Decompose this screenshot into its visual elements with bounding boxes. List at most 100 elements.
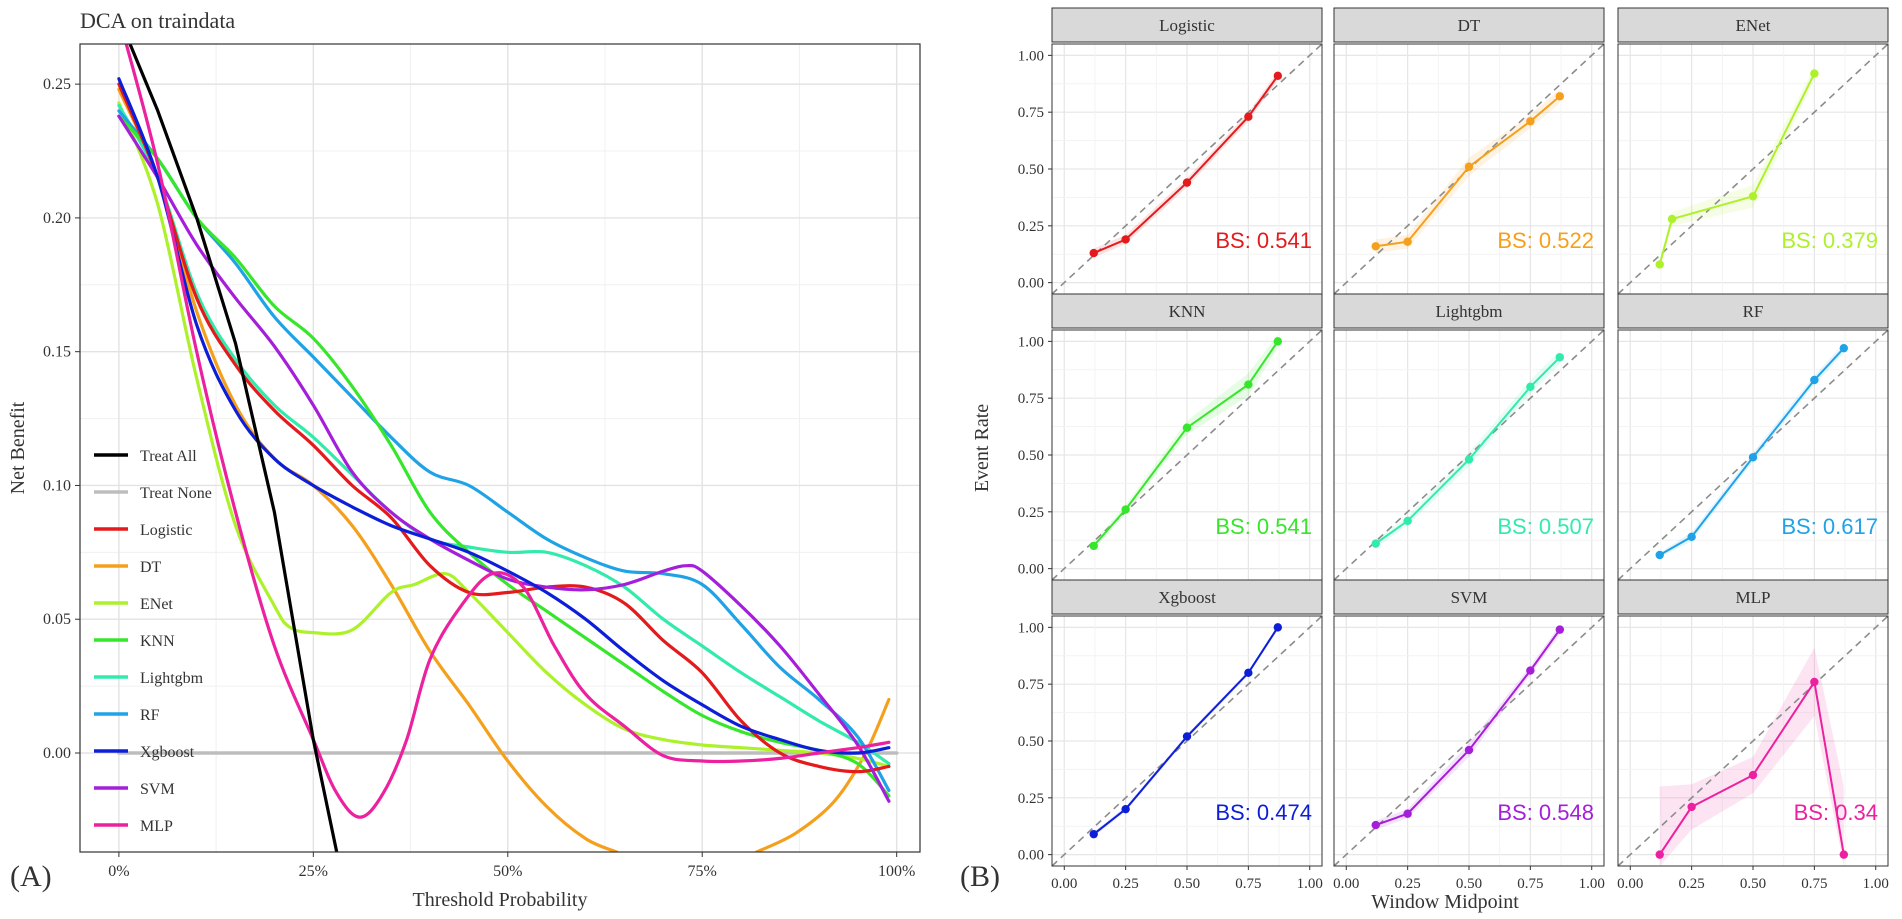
facet-point <box>1403 237 1412 246</box>
dca-legend-label: ENet <box>140 596 173 613</box>
facet-dt: DT BS: 0.522 <box>1333 7 1605 295</box>
facet-point <box>1526 382 1535 392</box>
facet-calibration-line <box>1375 629 1561 827</box>
facet-strip-label: Lightgbm <box>1435 302 1502 321</box>
facet-x-tick-label: 0.50 <box>1174 876 1200 892</box>
dca-line-mlp <box>124 44 891 819</box>
facet-strip <box>1051 7 1323 43</box>
facet-y-tick-label: 0.25 <box>1018 505 1044 521</box>
dca-xlabel: Threshold Probability <box>413 889 588 911</box>
dca-legend-label: Xgboost <box>140 744 195 761</box>
dca-line-treat-all <box>128 44 339 852</box>
dca-x-tick-label: 50% <box>493 863 522 880</box>
facet-point <box>1810 69 1819 78</box>
facet-point <box>1687 532 1696 542</box>
dca-x-tick-label: 75% <box>688 863 717 880</box>
facet-y-tick-label: 0.25 <box>1018 219 1044 235</box>
dca-plot-border <box>79 43 921 853</box>
facet-x-tick-label: 1.00 <box>1863 876 1889 892</box>
dca-chart-title: DCA on traindata <box>80 8 235 33</box>
facet-point <box>1810 677 1819 687</box>
facet-knn: KNN BS: 0.541 0.00 0.25 0.50 0.75 1.00 <box>1018 293 1323 581</box>
facet-point <box>1555 625 1565 634</box>
dca-legend-label: RF <box>140 707 160 724</box>
facet-point <box>1526 117 1535 126</box>
facet-diagonal <box>1052 330 1322 580</box>
facet-x-tick-label: 0.50 <box>1456 876 1482 892</box>
facet-point <box>1182 732 1192 741</box>
facet-y-tick-label: 0.50 <box>1018 448 1044 464</box>
facet-point <box>1244 668 1253 678</box>
facet-point <box>1244 112 1253 121</box>
facet-strip-label: MLP <box>1736 588 1771 607</box>
facet-x-tick-label: 0.00 <box>1333 876 1359 892</box>
facet-y-tick-label: 0.25 <box>1018 791 1044 807</box>
dca-y-tick-label: 0.00 <box>43 745 71 762</box>
facet-point <box>1089 829 1098 839</box>
facet-y-tick-label: 0.75 <box>1018 391 1044 407</box>
facet-y-tick-label: 0.75 <box>1018 105 1044 121</box>
facet-point <box>1464 162 1474 171</box>
facet-y-tick-label: 1.00 <box>1018 620 1044 636</box>
dca-y-tick-label: 0.15 <box>43 344 71 361</box>
facet-strip <box>1617 7 1889 43</box>
facet-x-tick-label: 0.25 <box>1679 876 1705 892</box>
dca-line-svm <box>117 114 891 803</box>
facet-point <box>1273 337 1283 346</box>
facet-point <box>1748 770 1758 780</box>
facet-point <box>1464 745 1474 755</box>
facet-strip-label: Logistic <box>1159 16 1215 35</box>
facet-x-tick-label: 0.00 <box>1051 876 1077 892</box>
facet-point <box>1839 850 1849 859</box>
facet-enet: ENet BS: 0.379 <box>1617 7 1889 295</box>
facet-ci-band <box>1659 66 1815 269</box>
facet-diagonal <box>1618 616 1888 866</box>
panel-label-a: (A) <box>10 860 52 893</box>
facet-point <box>1371 539 1380 548</box>
dca-x-tick-label: 100% <box>878 863 915 880</box>
facet-point <box>1273 623 1283 632</box>
dca-line-knn <box>117 114 891 798</box>
facet-bs-label: BS: 0.522 <box>1497 228 1594 253</box>
facet-ci-band <box>1093 334 1278 551</box>
calibration-xlabel: Window Midpoint <box>1371 891 1519 913</box>
facet-point <box>1839 343 1849 353</box>
facet-strip <box>1051 579 1323 615</box>
facet-point <box>1655 260 1664 269</box>
dca-line-enet <box>117 101 891 768</box>
facet-point <box>1089 541 1098 551</box>
facet-y-tick-label: 1.00 <box>1018 334 1044 350</box>
calibration-ylabel: Event Rate <box>971 404 993 492</box>
dca-chart: DCA on traindata 0% 25% 50% 75% 100% 0.00 0.05… <box>7 8 921 911</box>
facet-point <box>1403 809 1412 818</box>
facet-x-tick-label: 0.75 <box>1517 876 1543 892</box>
dca-legend-label: Treat All <box>140 448 197 465</box>
facet-rf: RF BS: 0.617 <box>1617 293 1889 581</box>
facet-y-tick-label: 0.00 <box>1018 848 1044 864</box>
facet-point <box>1182 178 1192 187</box>
facet-point <box>1667 214 1677 224</box>
facet-point <box>1555 353 1565 362</box>
dca-line-xgboost <box>117 77 891 755</box>
facet-bs-label: BS: 0.548 <box>1497 800 1594 825</box>
dca-legend-label: Lightgbm <box>140 670 204 687</box>
facet-svm: SVM BS: 0.548 0.00 0.25 0.50 0.75 1.00 <box>1333 579 1605 892</box>
facet-point <box>1371 820 1380 830</box>
facet-y-tick-label: 0.75 <box>1018 677 1044 693</box>
facet-x-tick-label: 1.00 <box>1297 876 1323 892</box>
dca-line-rf <box>117 109 891 793</box>
dca-legend-label: Logistic <box>140 522 192 539</box>
dca-legend-label: SVM <box>140 781 175 798</box>
facet-strip <box>1333 293 1605 329</box>
dca-line-dt-tail <box>755 697 891 852</box>
facet-point <box>1182 423 1192 432</box>
facet-calibration-line <box>1658 73 1816 265</box>
facet-strip <box>1617 579 1889 615</box>
facet-point <box>1273 71 1283 81</box>
dca-legend: Treat All Treat None Logistic DT ENet KNN Ligh… <box>94 448 212 835</box>
facet-point <box>1089 248 1098 258</box>
facet-strip <box>1333 7 1605 43</box>
facet-bs-label: BS: 0.541 <box>1215 228 1312 253</box>
facet-bs-label: BS: 0.474 <box>1215 800 1312 825</box>
facet-strip-label: Xgboost <box>1158 588 1216 607</box>
